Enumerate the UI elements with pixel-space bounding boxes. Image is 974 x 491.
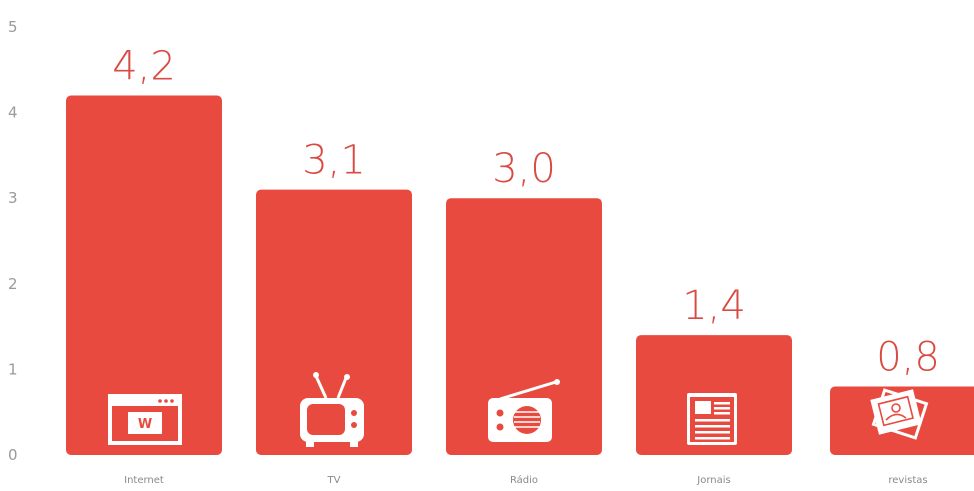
television-icon	[300, 372, 364, 447]
x-tick-label: revistas	[888, 475, 927, 486]
data-label: 4,2	[112, 43, 176, 89]
radio-icon	[488, 379, 560, 442]
y-tick-label: 1	[8, 360, 18, 378]
y-tick-label: 5	[8, 18, 18, 36]
x-tick-label: Jornais	[696, 475, 730, 486]
bar-rdio	[446, 198, 602, 455]
x-tick-label: TV	[327, 475, 341, 486]
x-tick-label: Rádio	[510, 474, 538, 486]
y-tick-label: 0	[8, 446, 18, 464]
y-tick-label: 3	[8, 189, 18, 207]
bar-tv	[256, 189, 412, 455]
data-labels-group: 4,2 3,1 3,0 1,4 0,8	[112, 43, 940, 380]
y-axis: 0 1 2 3 4 5	[8, 18, 18, 464]
x-tick-label: Internet	[124, 475, 164, 486]
data-label: 3,0	[492, 146, 556, 192]
y-tick-label: 4	[8, 104, 18, 122]
newspaper-icon	[687, 393, 737, 445]
data-label: 0,8	[876, 335, 940, 381]
browser-window-icon: W	[108, 394, 182, 445]
y-tick-label: 2	[8, 275, 18, 293]
data-label: 1,4	[682, 283, 746, 329]
bar-internet	[66, 95, 222, 455]
magazines-icon	[870, 388, 929, 440]
data-label: 3,1	[302, 138, 366, 184]
bar-icons-group: W	[108, 372, 929, 447]
svg-text:W: W	[138, 417, 152, 432]
x-axis: Internet TV Rádio Jornais revistas	[124, 474, 927, 486]
